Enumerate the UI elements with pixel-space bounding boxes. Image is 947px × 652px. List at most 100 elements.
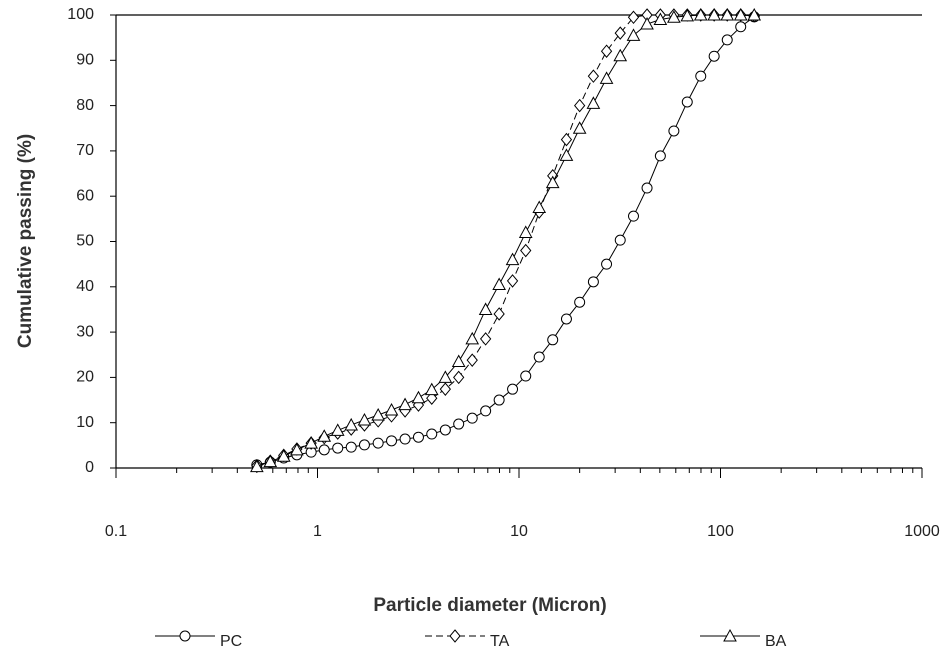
marker: [304, 436, 318, 449]
legend-marker: [723, 628, 737, 642]
marker: [707, 7, 721, 21]
marker: [599, 71, 614, 84]
marker: [451, 354, 466, 368]
x-tick-label: 1: [313, 523, 322, 540]
marker: [614, 234, 626, 246]
marker: [506, 274, 519, 288]
marker: [654, 150, 666, 162]
marker: [733, 7, 748, 21]
marker: [479, 332, 492, 346]
series-line: [256, 14, 755, 467]
marker: [453, 370, 465, 385]
marker: [493, 307, 505, 321]
y-tick-label: 90: [76, 52, 94, 69]
marker: [613, 48, 628, 62]
marker: [614, 26, 626, 40]
marker: [493, 394, 505, 406]
marker: [426, 428, 438, 440]
marker: [358, 439, 370, 451]
marker: [520, 370, 532, 382]
marker: [668, 125, 680, 137]
marker: [357, 412, 372, 426]
marker: [572, 121, 587, 134]
marker: [560, 132, 573, 147]
marker: [345, 441, 357, 453]
marker: [480, 405, 492, 417]
marker: [587, 69, 600, 83]
marker: [532, 200, 547, 214]
x-tick-label: 0.1: [105, 523, 127, 540]
marker: [721, 34, 733, 46]
legend-label: BA: [765, 633, 787, 650]
legend-label: TA: [490, 633, 510, 650]
x-tick-label: 100: [707, 523, 734, 540]
y-tick-label: 0: [85, 459, 94, 476]
marker: [533, 351, 545, 363]
marker: [720, 7, 735, 21]
marker: [384, 402, 399, 416]
marker: [747, 7, 762, 21]
marker: [263, 454, 278, 468]
marker: [317, 429, 332, 442]
marker: [507, 383, 519, 395]
marker: [372, 437, 384, 449]
legend-marker: [179, 630, 191, 642]
x-tick-label: 1000: [904, 523, 940, 540]
marker: [626, 28, 641, 41]
marker: [398, 397, 412, 411]
marker: [574, 98, 586, 113]
y-tick-label: 80: [76, 97, 94, 114]
y-tick-label: 20: [76, 369, 94, 386]
y-tick-label: 60: [76, 187, 94, 204]
marker: [735, 21, 747, 33]
marker: [386, 435, 398, 447]
marker: [559, 148, 574, 161]
marker: [492, 277, 506, 291]
marker: [332, 442, 344, 454]
marker: [520, 243, 532, 258]
marker: [708, 50, 720, 62]
marker: [399, 433, 411, 445]
marker: [653, 12, 668, 26]
marker: [518, 225, 533, 238]
marker: [439, 382, 451, 396]
marker: [586, 96, 601, 109]
marker: [250, 459, 264, 473]
marker: [587, 276, 599, 288]
marker: [640, 17, 654, 30]
marker: [545, 175, 560, 189]
marker: [371, 407, 385, 421]
y-tick-label: 50: [76, 233, 94, 250]
y-tick-label: 30: [76, 323, 94, 340]
x-tick-label: 10: [510, 523, 528, 540]
marker: [466, 353, 478, 367]
marker: [466, 412, 478, 424]
marker: [276, 449, 291, 462]
marker: [426, 391, 438, 406]
marker: [641, 182, 653, 194]
x-axis-title: Particle diameter (Micron): [373, 595, 606, 616]
marker: [601, 258, 613, 270]
marker: [695, 70, 707, 82]
y-axis-title: Cumulative passing (%): [15, 134, 36, 348]
marker: [681, 96, 693, 108]
legend-marker: [449, 629, 461, 643]
series-line: [256, 14, 755, 468]
marker: [627, 210, 639, 222]
marker: [453, 418, 465, 430]
marker: [411, 390, 426, 404]
marker: [465, 331, 480, 345]
y-tick-label: 100: [67, 6, 94, 23]
marker: [680, 8, 695, 22]
marker: [560, 313, 572, 325]
marker: [547, 334, 559, 346]
marker: [693, 7, 708, 21]
marker: [439, 424, 451, 436]
marker: [330, 423, 345, 436]
series-line: [256, 16, 755, 466]
marker: [438, 370, 453, 383]
marker: [344, 417, 359, 431]
marker: [290, 442, 304, 456]
marker: [412, 431, 424, 443]
